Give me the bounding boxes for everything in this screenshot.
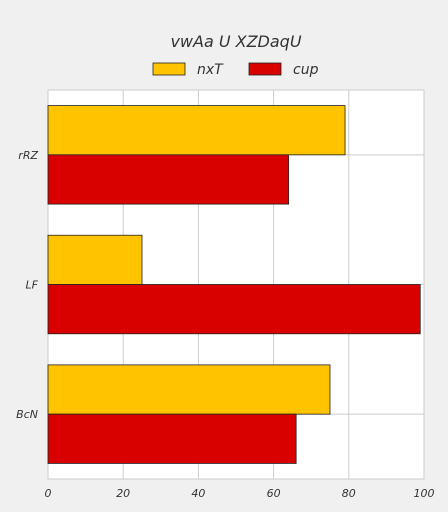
bar-cup-BcN <box>47 413 297 464</box>
bar-nxT-rRZ <box>47 105 346 156</box>
x-tick-label: 40 <box>191 487 205 500</box>
legend: nxT cup <box>152 62 319 78</box>
legend-swatch-nxT <box>152 62 186 76</box>
legend-label-nxT: nxT <box>197 62 224 78</box>
y-tick-label: LF <box>26 279 39 292</box>
x-tick-label: 20 <box>116 487 130 500</box>
y-tick-label: rRZ <box>18 149 38 162</box>
legend-swatch-cup <box>248 62 282 76</box>
chart-title: vwAa U XZDaqU <box>170 32 301 51</box>
bar-cup-rRZ <box>47 154 290 205</box>
x-tick-label: 60 <box>267 487 281 500</box>
x-tick-label: 100 <box>414 487 435 500</box>
x-tick-label: 80 <box>342 487 356 500</box>
bar-nxT-LF <box>47 234 143 285</box>
bar-cup-LF <box>47 284 421 335</box>
y-axis-ticks: rRZ LF BcN <box>16 149 38 421</box>
x-tick-label: 0 <box>45 487 52 500</box>
bars <box>47 105 421 464</box>
x-axis-ticks: 0 20 40 60 80 100 <box>45 487 435 500</box>
bar-nxT-BcN <box>47 364 331 415</box>
legend-label-cup: cup <box>293 62 319 78</box>
y-tick-label: BcN <box>16 408 38 421</box>
